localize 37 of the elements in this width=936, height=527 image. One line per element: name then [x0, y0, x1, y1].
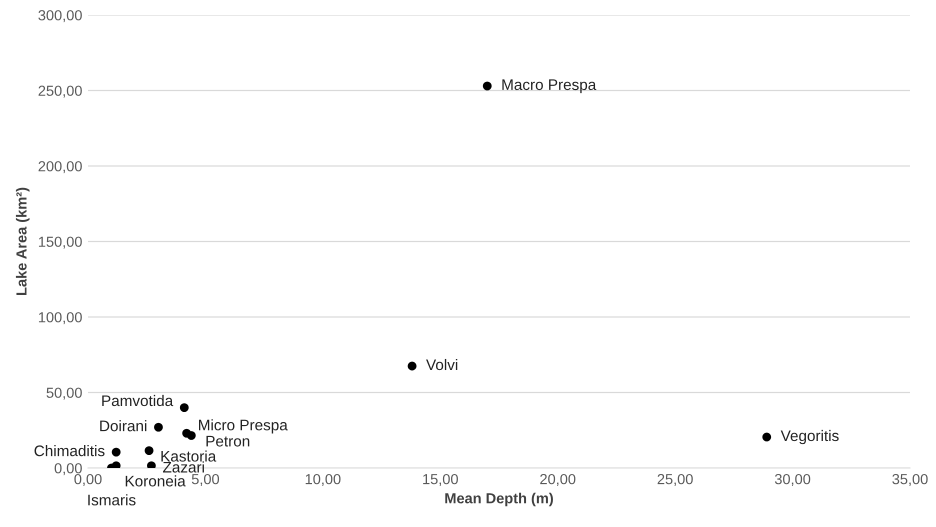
annotation: Volvi	[426, 358, 458, 370]
annotation: Macro Prespa	[502, 79, 596, 94]
x-tick-label: 0,00	[74, 474, 102, 486]
y-tick-label: 250,00	[38, 86, 82, 98]
point	[186, 431, 196, 440]
x-tick-label: 25,00	[658, 474, 693, 486]
annotation: Zazari	[163, 461, 204, 473]
point	[482, 82, 492, 90]
annotation: Chimaditis	[34, 445, 105, 456]
annotation: Petron	[206, 436, 250, 447]
annotation: Pamvotida	[102, 394, 174, 406]
y-tick-label: 100,00	[38, 312, 82, 324]
point	[180, 403, 189, 412]
x-tick-label: 15,00	[423, 474, 458, 486]
annotation: Ismaris	[88, 494, 136, 506]
x-tick-label: 35,00	[892, 474, 928, 486]
point	[154, 422, 163, 432]
x-tick-label: 5,00	[192, 474, 220, 486]
y-tick-label: 300,00	[38, 10, 82, 22]
annotation: Doirani	[100, 420, 146, 432]
y-tick-label: 200,00	[38, 161, 82, 174]
y-tick-label: 50,00	[46, 388, 82, 400]
annotation: Vegoritis	[780, 430, 839, 444]
point	[112, 448, 121, 457]
y-tick-label: 0,00	[54, 463, 82, 476]
y-tick-label: 150,00	[38, 236, 82, 249]
x-tick-label: 10,00	[306, 474, 341, 486]
x-tick-label: 20,00	[540, 474, 576, 486]
x-axis-title: Mean Depth (m)	[445, 492, 553, 506]
y-axis-title: Lake Area (km²)	[16, 188, 30, 295]
point	[408, 362, 416, 370]
annotation: Kastoria	[161, 450, 216, 462]
annotation: Koroneia	[126, 475, 186, 487]
point	[144, 446, 154, 456]
x-tick-label: 30,00	[774, 474, 810, 486]
point	[762, 432, 772, 442]
annotation: Micro Prespa	[199, 419, 288, 434]
